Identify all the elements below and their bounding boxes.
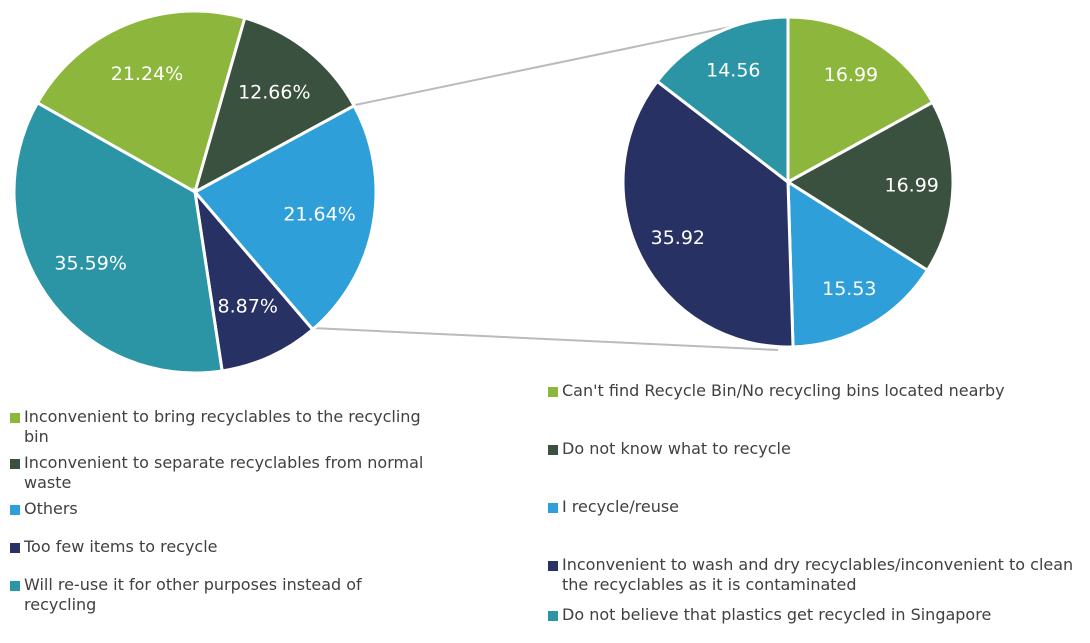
data-label: 14.56 [706, 59, 760, 81]
legend-label: Inconvenient to bring recyclables to the… [24, 407, 421, 446]
legend-swatch [548, 611, 558, 621]
connector [354, 16, 779, 106]
legend-item: Can't find Recycle Bin/No recycling bins… [548, 381, 1088, 401]
data-label: 16.99 [824, 64, 878, 86]
data-label: 15.53 [822, 278, 876, 300]
legend-swatch [548, 445, 558, 455]
legend-item: Others [10, 499, 430, 519]
legend-item: Do not know what to recycle [548, 439, 1088, 459]
legend-item: Inconvenient to bring recyclables to the… [10, 407, 430, 447]
data-label: 35.92 [651, 227, 705, 249]
legend-label: Inconvenient to wash and dry recyclables… [562, 555, 1074, 594]
pie-slice [12, 100, 224, 375]
data-label: 16.99 [884, 174, 938, 196]
legend-swatch [10, 581, 20, 591]
legend-label: Will re-use it for other purposes instea… [24, 575, 362, 614]
legend-item: Will re-use it for other purposes instea… [10, 575, 430, 615]
legend-swatch [10, 505, 20, 515]
pie-slice [35, 9, 247, 195]
legend-swatch [548, 387, 558, 397]
data-label: 8.87% [218, 296, 278, 318]
legend-label: Can't find Recycle Bin/No recycling bins… [562, 381, 1005, 400]
pie-slice [192, 16, 357, 196]
pie-slice [621, 79, 795, 349]
legend-item: Do not believe that plastics get recycle… [548, 605, 1088, 625]
legend-item: I recycle/reuse [548, 497, 1088, 517]
data-label: 35.59% [54, 252, 126, 274]
data-label: 12.66% [238, 82, 310, 104]
legend: Can't find Recycle Bin/No recycling bins… [548, 381, 1088, 625]
pie-slice [786, 179, 930, 349]
legend-swatch [10, 413, 20, 423]
connector [311, 327, 779, 351]
data-label: 21.64% [283, 204, 355, 226]
pie-slice [192, 187, 315, 373]
legend-swatch [10, 459, 20, 469]
pie-slice [785, 100, 955, 273]
data-label: 21.24% [111, 63, 183, 85]
legend-swatch [10, 543, 20, 553]
legend: Inconvenient to bring recyclables to the… [10, 407, 430, 615]
legend-label: Do not know what to recycle [562, 439, 791, 458]
pie-slice [655, 15, 790, 186]
pie-slice [786, 15, 935, 185]
legend-swatch [548, 561, 558, 571]
legend-swatch [548, 503, 558, 513]
legend-label: Do not believe that plastics get recycle… [562, 605, 992, 624]
legend-item: Inconvenient to wash and dry recyclables… [548, 555, 1088, 595]
legend-label: Inconvenient to separate recyclables fro… [24, 453, 424, 492]
legend-label: Too few items to recycle [24, 537, 218, 556]
legend-label: Others [24, 499, 78, 518]
pie-slice [192, 103, 378, 332]
legend-item: Inconvenient to separate recyclables fro… [10, 453, 430, 493]
legend-label: I recycle/reuse [562, 497, 680, 516]
legend-item: Too few items to recycle [10, 537, 430, 557]
